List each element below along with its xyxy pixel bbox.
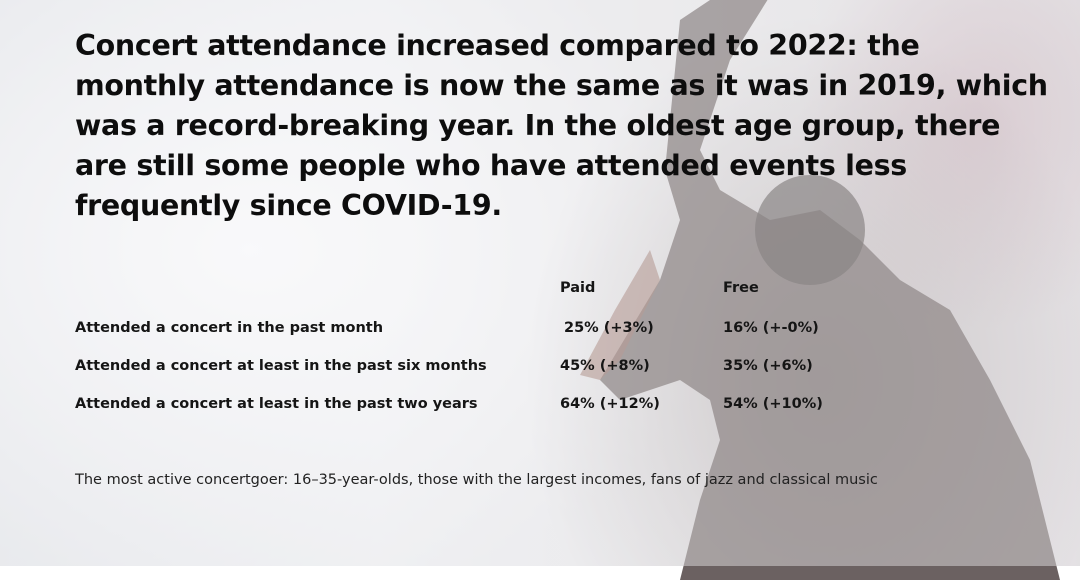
- row-label: Attended a concert at least in the past …: [75, 396, 478, 412]
- table-row: Attended a concert in the past month 25%…: [75, 320, 895, 344]
- performer-silhouette: [580, 0, 1060, 580]
- header-cell-free: Free: [723, 280, 759, 296]
- row-label: Attended a concert at least in the past …: [75, 358, 487, 374]
- paid-value: 25% (+3%): [564, 320, 654, 336]
- slide-content: Concert attendance increased compared to…: [75, 29, 1048, 488]
- header-cell-paid: Paid: [560, 280, 596, 296]
- headline: Concert attendance increased compared to…: [75, 29, 1048, 222]
- free-value: 35% (+6%): [723, 358, 813, 374]
- table-row: Attended a concert at least in the past …: [75, 358, 895, 382]
- light-overlay: [0, 0, 1080, 566]
- paid-value: 64% (+12%): [560, 396, 660, 412]
- free-value: 16% (+-0%): [723, 320, 819, 336]
- table-row: Attended a concert at least in the past …: [75, 396, 895, 420]
- row-label: Attended a concert in the past month: [75, 320, 384, 336]
- paid-value: 45% (+8%): [560, 358, 650, 374]
- free-value: 54% (+10%): [723, 396, 823, 412]
- footnote: The most active concertgoer: 16–35-year-…: [75, 472, 878, 488]
- table-header-row: Paid Free: [75, 280, 895, 304]
